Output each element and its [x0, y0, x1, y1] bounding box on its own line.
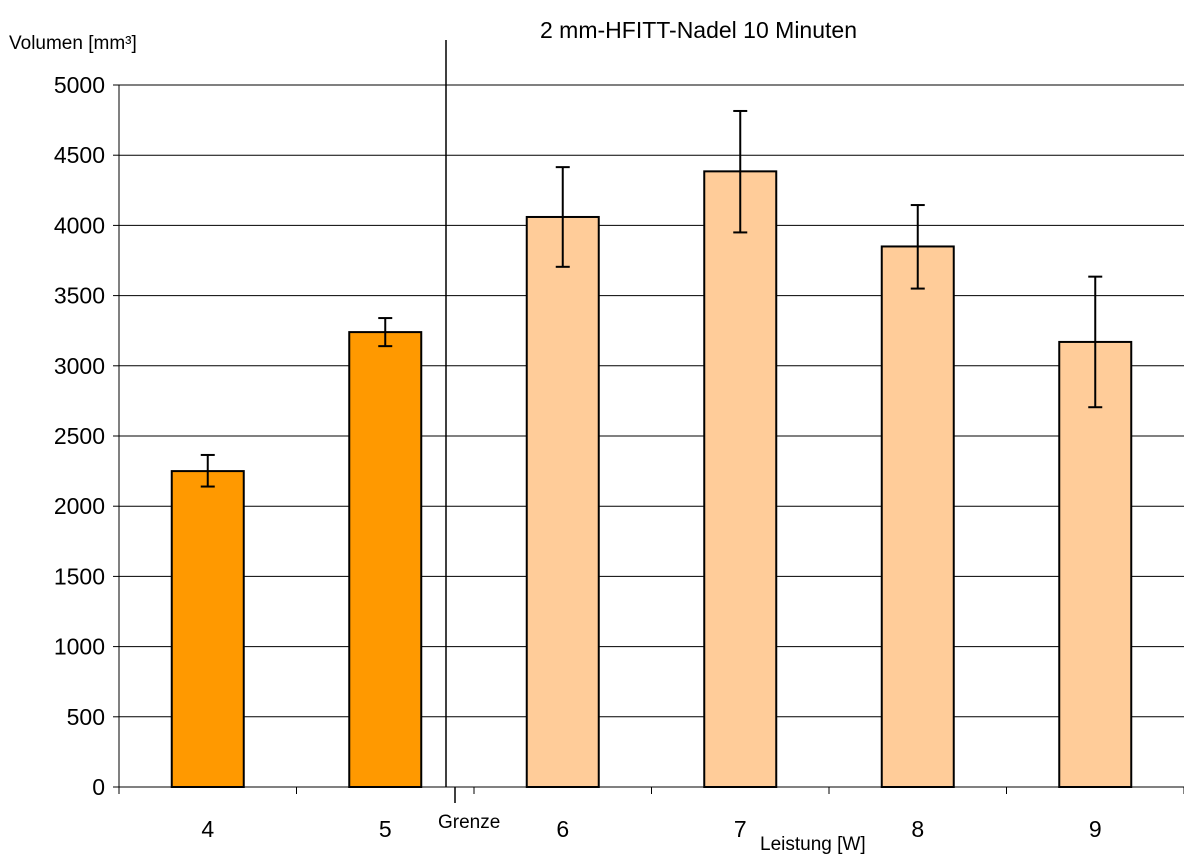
y-tick-label: 1000 — [54, 634, 105, 660]
y-tick-label: 3000 — [54, 353, 105, 379]
x-tick-label: 7 — [734, 816, 747, 842]
chart-title: 2 mm-HFITT-Nadel 10 Minuten — [540, 17, 857, 43]
x-tick-label: 8 — [911, 816, 924, 842]
y-tick-label: 500 — [67, 704, 105, 730]
y-tick-label: 1500 — [54, 563, 105, 589]
x-tick-label: 9 — [1089, 816, 1102, 842]
bar-8 — [880, 245, 955, 788]
y-tick-label: 2500 — [54, 423, 105, 449]
bar-9 — [1058, 340, 1133, 788]
y-tick-label: 4000 — [54, 212, 105, 238]
x-tick-label: 4 — [201, 816, 214, 842]
y-tick-label: 0 — [92, 774, 105, 800]
bar-7 — [703, 170, 778, 788]
y-tick-label: 2000 — [54, 493, 105, 519]
bar-4 — [170, 470, 245, 788]
x-tick-label: 6 — [556, 816, 569, 842]
bar-6 — [525, 215, 600, 788]
y-tick-label: 5000 — [54, 72, 105, 98]
y-tick-label: 4500 — [54, 142, 105, 168]
x-axis-label: Leistung [W] — [760, 834, 866, 855]
y-axis-label: Volumen [mm³] — [9, 33, 137, 54]
bar-5 — [348, 331, 423, 788]
y-tick-label: 3500 — [54, 283, 105, 309]
divider-label: Grenze — [438, 812, 501, 833]
x-tick-label: 5 — [379, 816, 392, 842]
